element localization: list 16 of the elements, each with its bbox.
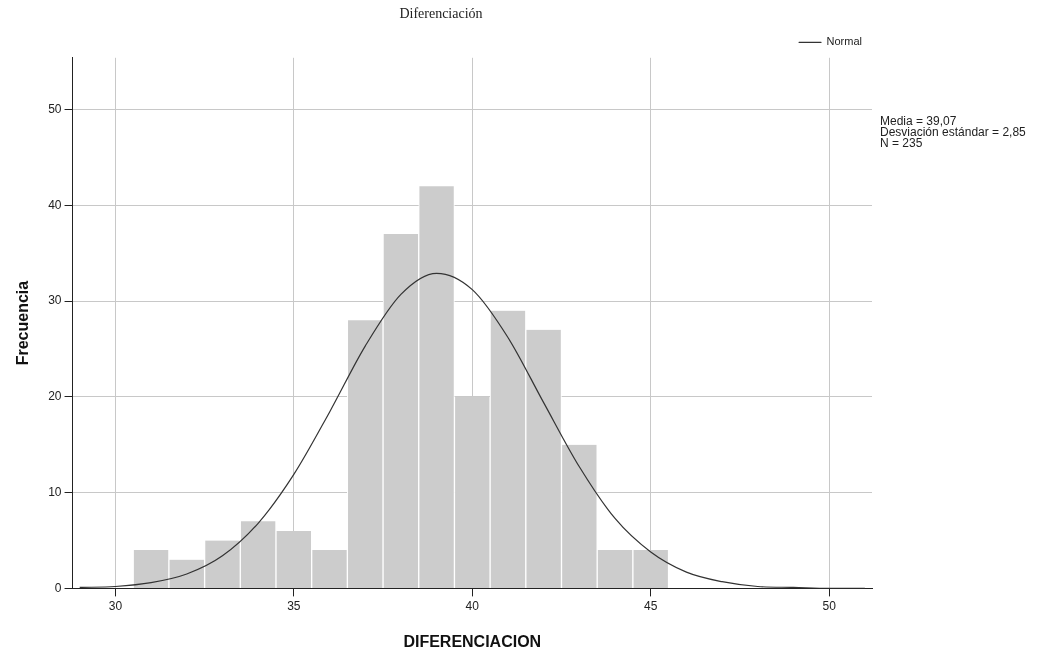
y-tick-label: 20 <box>48 389 62 404</box>
y-tick-label: 40 <box>48 197 62 212</box>
x-tick-label: 40 <box>465 598 480 613</box>
y-tick-label: 0 <box>54 580 62 595</box>
y-tick-label: 10 <box>48 484 62 499</box>
x-tick-label: 35 <box>287 598 301 613</box>
x-tick-label: 50 <box>822 598 837 613</box>
y-tick-label: 50 <box>48 101 62 116</box>
x-tick-label: 45 <box>644 598 658 613</box>
legend-label: Normal <box>826 35 862 48</box>
y-axis-title: Frecuencia <box>14 280 32 366</box>
chart-title: Diferenciación <box>399 6 483 22</box>
y-tick-label: 30 <box>48 293 62 308</box>
text: N = 235 <box>880 136 923 151</box>
x-tick-label: 30 <box>108 598 123 613</box>
x-axis-title: DIFERENCIACION <box>403 632 542 650</box>
